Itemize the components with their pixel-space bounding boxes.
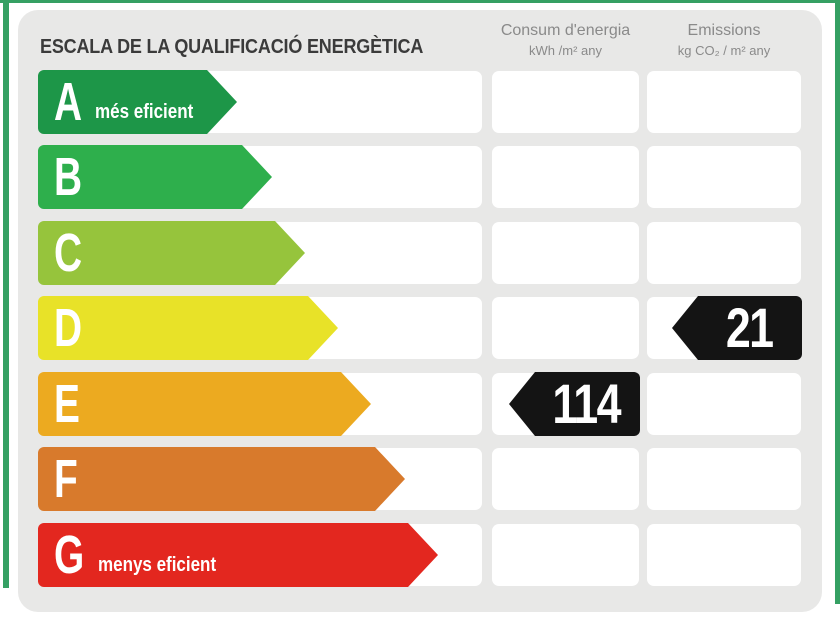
frame-border-left	[3, 0, 9, 588]
emissions-cell-c	[647, 222, 801, 284]
scale-track-cell-g: G menys eficient	[38, 524, 482, 586]
grade-letter-g: G	[54, 525, 85, 585]
consum-cell-a	[492, 71, 639, 133]
scale-row-d: D 21	[18, 296, 822, 360]
emissions-cell-e	[647, 373, 801, 435]
consum-cell-f	[492, 448, 639, 510]
frame-border-top	[0, 0, 840, 3]
consum-cell-e: 114	[492, 372, 640, 436]
emissions-value-arrow: 21	[672, 296, 802, 360]
grade-letter-e: E	[54, 374, 80, 434]
energy-scale-card: ESCALA DE LA QUALIFICACIÓ ENERGÈTICA Con…	[18, 10, 822, 612]
grade-letter-f: F	[54, 449, 78, 509]
rating-arrow-e: E	[38, 372, 371, 436]
consum-cell-g	[492, 524, 639, 586]
grade-letter-d: D	[54, 298, 83, 358]
grade-letter-c: C	[54, 223, 83, 283]
grade-letter-b: B	[54, 147, 83, 207]
emissions-cell-a	[647, 71, 801, 133]
consum-cell-c	[492, 222, 639, 284]
most-efficient-note: més eficient	[95, 100, 194, 123]
scale-row-a: A més eficient	[18, 71, 822, 133]
rating-arrow-g: G menys eficient	[38, 523, 438, 587]
rating-arrow-a: A més eficient	[38, 70, 237, 134]
page-title: ESCALA DE LA QUALIFICACIÓ ENERGÈTICA	[40, 36, 424, 58]
rating-arrow-c: C	[38, 221, 305, 285]
rating-arrow-f: F	[38, 447, 405, 511]
scale-track-cell-a: A més eficient	[38, 71, 482, 133]
scale-track-cell-c: C	[38, 222, 482, 284]
emissions-cell-d: 21	[647, 296, 802, 360]
frame-border-right	[835, 0, 840, 604]
consum-header-units: kWh /m² any	[529, 43, 602, 59]
least-efficient-note: menys eficient	[98, 553, 217, 576]
emissions-header-units: kg CO₂ / m² any	[677, 43, 771, 59]
rating-arrow-b: B	[38, 145, 272, 209]
scale-row-g: G menys eficient	[18, 524, 822, 586]
scale-track-cell-e: E	[38, 373, 482, 435]
emissions-cell-g	[647, 524, 801, 586]
scale-row-c: C	[18, 222, 822, 284]
emissions-header-line1: Emissions	[687, 22, 761, 39]
emissions-cell-f	[647, 448, 801, 510]
consum-cell-b	[492, 146, 639, 208]
consum-header-line1: Consum d'energia	[500, 22, 631, 39]
scale-row-e: E 114	[18, 372, 822, 436]
emissions-column-header: Emissions kg CO₂ / m² any	[647, 21, 801, 59]
scale-track-cell-f: F	[38, 448, 482, 510]
scale-track-cell-d: D	[38, 297, 482, 359]
rating-arrow-d: D	[38, 296, 338, 360]
consum-value-arrow: 114	[509, 372, 640, 436]
consum-cell-d	[492, 297, 639, 359]
emissions-cell-b	[647, 146, 801, 208]
consum-value: 114	[552, 372, 622, 435]
scale-row-b: B	[18, 146, 822, 208]
scale-row-f: F	[18, 448, 822, 510]
consum-column-header: Consum d'energia kWh /m² any	[492, 21, 639, 59]
grade-letter-a: A	[54, 72, 83, 132]
emissions-value: 21	[725, 296, 774, 359]
scale-track-cell-b: B	[38, 146, 482, 208]
